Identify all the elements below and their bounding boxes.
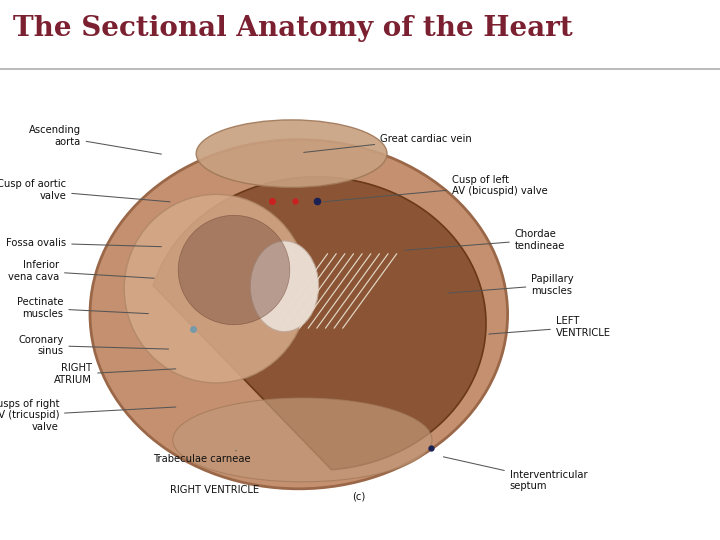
Text: Ascending
aorta: Ascending aorta [29, 125, 161, 154]
Ellipse shape [251, 241, 318, 332]
Text: Great cardiac vein: Great cardiac vein [304, 134, 472, 152]
Text: Cusp of aortic
valve: Cusp of aortic valve [0, 179, 170, 202]
Ellipse shape [196, 120, 387, 187]
Text: Cusps of right
AV (tricuspid)
valve: Cusps of right AV (tricuspid) valve [0, 399, 176, 432]
Text: LEFT
VENTRICLE: LEFT VENTRICLE [489, 316, 611, 338]
Ellipse shape [173, 398, 432, 482]
Text: Coronary
sinus: Coronary sinus [18, 335, 168, 356]
Polygon shape [153, 177, 486, 470]
Text: RIGHT VENTRICLE: RIGHT VENTRICLE [170, 485, 259, 495]
Text: Fossa ovalis: Fossa ovalis [6, 238, 161, 248]
Ellipse shape [125, 194, 308, 383]
Text: Interventricular
septum: Interventricular septum [444, 457, 588, 491]
Text: Trabeculae carneae: Trabeculae carneae [153, 450, 251, 463]
Text: The Sectional Anatomy of the Heart: The Sectional Anatomy of the Heart [13, 15, 572, 42]
Ellipse shape [90, 140, 508, 489]
Text: Chordae
tendineae: Chordae tendineae [405, 229, 565, 251]
Ellipse shape [179, 215, 289, 325]
Text: RIGHT
ATRIUM: RIGHT ATRIUM [54, 363, 176, 385]
Text: Papillary
muscles: Papillary muscles [448, 274, 574, 296]
Text: (c): (c) [352, 492, 365, 502]
Text: Cusp of left
AV (bicuspid) valve: Cusp of left AV (bicuspid) valve [323, 174, 548, 202]
Text: Inferior
vena cava: Inferior vena cava [8, 260, 154, 282]
Text: Pectinate
muscles: Pectinate muscles [17, 298, 148, 319]
